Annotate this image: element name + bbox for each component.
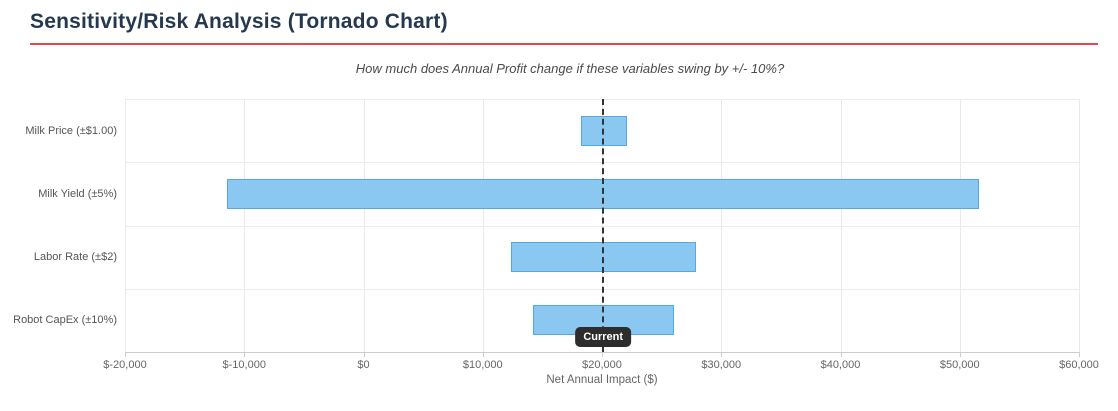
x-tick-label: $30,000 bbox=[701, 359, 742, 371]
x-tick-mark bbox=[125, 352, 126, 357]
page-title: Sensitivity/Risk Analysis (Tornado Chart… bbox=[30, 10, 448, 33]
x-axis-line bbox=[125, 352, 1079, 353]
x-tick-label: $10,000 bbox=[462, 359, 503, 371]
x-tick-label: $40,000 bbox=[820, 359, 861, 371]
x-tick-mark bbox=[959, 352, 961, 357]
x-tick-label: $-20,000 bbox=[103, 359, 147, 371]
y-tick-label: Labor Rate (±$2) bbox=[33, 251, 117, 264]
x-tick-label: $0 bbox=[357, 359, 370, 371]
current-badge: Current bbox=[575, 327, 632, 347]
x-tick-mark bbox=[363, 352, 365, 357]
y-tick-label: Milk Yield (±5%) bbox=[38, 187, 117, 200]
x-tick-mark bbox=[721, 352, 723, 357]
x-tick-mark bbox=[482, 352, 484, 357]
x-tick-label: $50,000 bbox=[939, 359, 980, 371]
x-gridline bbox=[1079, 99, 1080, 352]
x-tick-label: $60,000 bbox=[1059, 359, 1099, 371]
row-gridline bbox=[125, 225, 1079, 227]
x-tick-mark bbox=[1079, 352, 1080, 357]
row-gridline bbox=[125, 288, 1079, 290]
chart-subtitle: How much does Annual Profit change if th… bbox=[355, 61, 785, 76]
x-tick-label: $20,000 bbox=[582, 359, 622, 371]
current-reference-line bbox=[602, 99, 605, 352]
x-axis-title: Net Annual Impact ($) bbox=[546, 374, 658, 386]
y-tick-label: Robot CapEx (±10%) bbox=[13, 314, 117, 327]
x-tick-mark bbox=[244, 352, 246, 357]
x-tick-mark bbox=[602, 352, 603, 357]
row-gridline bbox=[125, 99, 1079, 100]
x-tick-mark bbox=[840, 352, 842, 357]
x-tick-label: $-10,000 bbox=[222, 359, 266, 371]
row-gridline bbox=[125, 162, 1079, 164]
y-tick-label: Milk Price (±$1.00) bbox=[25, 124, 117, 137]
title-divider bbox=[30, 43, 1098, 45]
